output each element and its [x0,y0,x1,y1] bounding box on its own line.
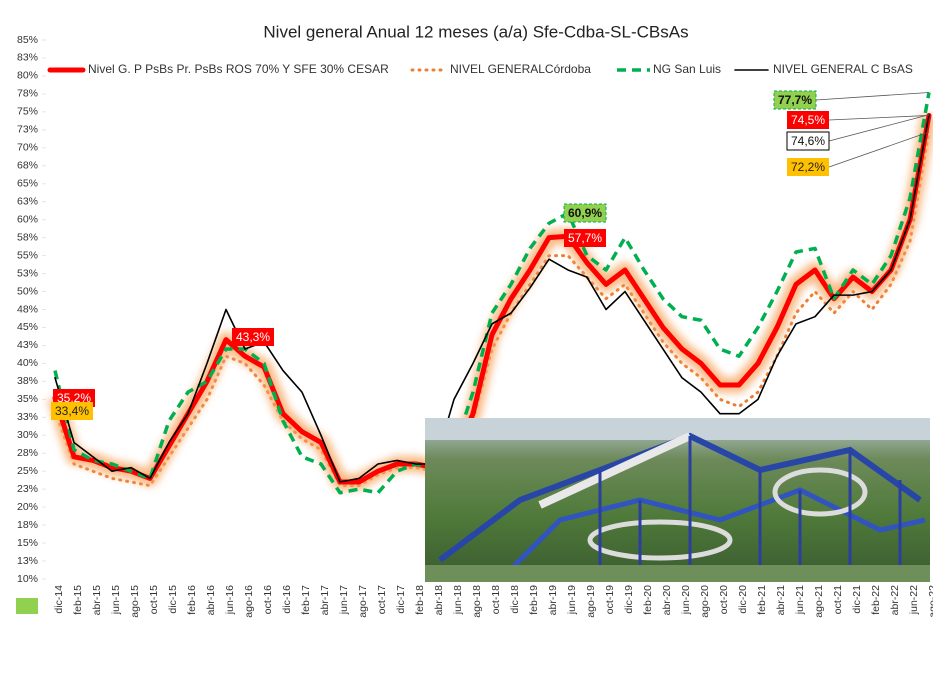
x-tick-label: dic-16 [281,585,293,614]
x-tick-label: feb-18 [414,585,426,615]
legend-label: NG San Luis [653,62,721,76]
x-tick-label: ago-15 [129,585,141,618]
x-tick-label: ago-17 [357,585,369,618]
x-tick-label: oct-16 [262,585,274,614]
y-tick-label: 10% [17,573,38,585]
x-tick-label: jun-20 [680,585,692,615]
data-label: 72,2% [791,160,825,174]
x-tick-label: abr-16 [205,585,217,616]
x-tick-label: ago-21 [813,585,825,618]
y-tick-label: 85% [17,34,38,46]
chart: Nivel general Anual 12 meses (a/a) Sfe-C… [0,0,933,684]
y-tick-label: 68% [17,160,38,172]
x-tick-label: jun-19 [566,585,578,615]
y-tick-label: 40% [17,357,38,369]
y-tick-label: 43% [17,339,38,351]
y-tick-label: 38% [17,375,38,387]
x-tick-label: dic-19 [623,585,635,614]
x-tick-label: ago-20 [699,585,711,618]
x-tick-label: oct-15 [148,585,160,614]
y-tick-label: 58% [17,231,38,243]
y-tick-label: 15% [17,537,38,549]
x-tick-label: ago-19 [585,585,597,618]
data-label: 33,4% [55,404,89,418]
y-tick-label: 50% [17,285,38,297]
legend-label: NIVEL GENERALCórdoba [450,62,591,76]
y-tick-label: 55% [17,249,38,261]
y-tick-label: 20% [17,501,38,513]
x-tick-label: dic-14 [53,585,65,614]
x-tick-label: oct-20 [718,585,730,614]
y-tick-label: 83% [17,52,38,64]
x-tick-label: feb-22 [870,585,882,615]
x-tick-label: dic-20 [737,585,749,614]
y-tick-label: 75% [17,106,38,118]
x-tick-label: oct-17 [376,585,388,614]
y-tick-label: 30% [17,429,38,441]
y-tick-label: 80% [17,70,38,82]
y-tick-label: 53% [17,267,38,279]
x-tick-label: jun-17 [338,585,350,615]
data-label: 77,7% [778,93,812,107]
x-tick-label: dic-17 [395,585,407,614]
y-tick-label: 45% [17,321,38,333]
x-tick-label: dic-21 [851,585,863,614]
y-tick-label: 23% [17,483,38,495]
x-tick-label: jun-18 [452,585,464,615]
x-tick-label: dic-18 [509,585,521,614]
legend-label: Nivel G. P PsBs Pr. PsBs ROS 70% Y SFE 3… [88,62,389,76]
y-tick-label: 13% [17,555,38,567]
x-tick-label: dic-15 [167,585,179,614]
x-tick-label: feb-20 [642,585,654,615]
y-tick-label: 78% [17,88,38,100]
y-tick-label: 60% [17,213,38,225]
y-tick-label: 35% [17,393,38,405]
x-tick-label: jun-15 [110,585,122,615]
y-tick-label: 65% [17,178,38,190]
x-tick-label: abr-19 [547,585,559,616]
x-tick-label: jun-21 [794,585,806,615]
y-tick-label: 25% [17,465,38,477]
data-label: 57,7% [568,231,602,245]
x-tick-label: feb-21 [756,585,768,615]
x-tick-label: abr-18 [433,585,445,616]
x-tick-label: feb-17 [300,585,312,615]
y-tick-label: 48% [17,303,38,315]
data-label: 74,6% [791,134,825,148]
x-tick-label: abr-15 [91,585,103,616]
data-label: 74,5% [791,113,825,127]
marker-box [16,598,38,614]
x-tick-label: ago-16 [243,585,255,618]
x-tick-label: feb-15 [72,585,84,615]
x-tick-label: oct-18 [490,585,502,614]
x-tick-label: abr-17 [319,585,331,616]
x-tick-label: feb-16 [186,585,198,615]
x-tick-label: feb-19 [528,585,540,615]
x-tick-label: abr-22 [889,585,901,616]
x-tick-label: abr-20 [661,585,673,616]
y-tick-label: 63% [17,195,38,207]
x-tick-label: ago-18 [471,585,483,618]
x-tick-label: jun-16 [224,585,236,615]
x-tick-label: oct-21 [832,585,844,614]
chart-title: Nivel general Anual 12 meses (a/a) Sfe-C… [263,22,688,41]
y-tick-label: 73% [17,124,38,136]
y-tick-label: 28% [17,447,38,459]
photo [425,418,930,582]
x-tick-label: jun-22 [908,585,920,615]
data-label: 43,3% [236,330,270,344]
legend-label: NIVEL GENERAL C BsAS [773,62,913,76]
data-label: 60,9% [568,206,602,220]
x-tick-label: oct-19 [604,585,616,614]
x-tick-label: ago-22 [927,585,933,618]
y-tick-label: 18% [17,519,38,531]
x-tick-label: abr-21 [775,585,787,616]
y-tick-label: 33% [17,411,38,423]
y-tick-label: 70% [17,142,38,154]
